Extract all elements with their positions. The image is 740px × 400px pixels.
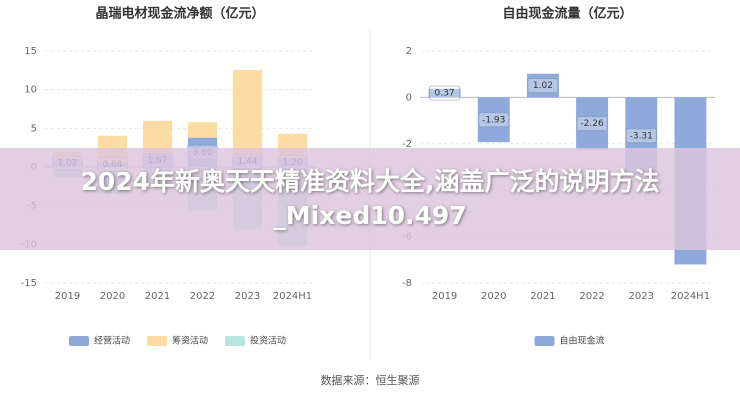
x-tick-label: 2022 (579, 291, 604, 302)
x-tick-label: 2020 (481, 291, 506, 302)
data-label: 0.37 (435, 89, 455, 99)
label-bg (429, 85, 461, 101)
chart-title: 晶瑞电材现金流净额（亿元） (95, 6, 264, 22)
data-label: -1.93 (482, 115, 505, 125)
y-tick-label: -8 (402, 278, 412, 289)
bar (526, 73, 559, 98)
x-tick-label: 2023 (235, 291, 260, 302)
bar (232, 70, 263, 156)
x-tick-label: 2024H1 (273, 291, 312, 302)
bar (428, 88, 461, 98)
label-bg (527, 78, 559, 94)
legend-label: 筹资活动 (172, 335, 208, 347)
y-tick-label: 5 (31, 123, 37, 134)
legend-swatch (225, 336, 245, 346)
legend-swatch (69, 336, 89, 346)
bar (576, 97, 609, 150)
y-tick-label: -2 (402, 139, 412, 150)
source: 数据来源：恒生聚源 (321, 373, 420, 387)
x-tick-label: 2019 (432, 291, 457, 302)
label-bg (576, 116, 608, 132)
y-tick-label: -15 (21, 278, 37, 289)
x-tick-label: 2019 (55, 291, 80, 302)
x-tick-label: 2023 (629, 291, 654, 302)
bar (187, 122, 218, 138)
y-tick-label: 2 (406, 46, 412, 57)
y-tick-label: 0 (406, 92, 412, 103)
legend-swatch (147, 336, 167, 346)
legend-label: 投资活动 (250, 335, 286, 347)
bar (477, 97, 510, 143)
legend-swatch (534, 336, 555, 346)
x-tick-label: 2021 (530, 291, 555, 302)
x-tick-label: 2021 (145, 291, 170, 302)
legend-label: 自由现金流 (560, 335, 605, 347)
banner: 2024年新奥天天精准资料大全,涵盖广泛的说明方法_Mixed10.497 (0, 148, 740, 250)
label-bg (625, 128, 657, 144)
data-label: -2.26 (580, 119, 604, 129)
data-label: -3.31 (630, 131, 653, 141)
y-tick-label: 10 (24, 85, 37, 96)
label-bg (478, 112, 510, 128)
chart-title: 自由现金流量（亿元） (502, 6, 632, 22)
x-tick-label: 2022 (190, 291, 215, 302)
x-tick-label: 2024H1 (671, 291, 710, 302)
y-tick-label: 15 (24, 46, 37, 57)
x-tick-label: 2020 (100, 291, 125, 302)
data-label: 1.02 (533, 81, 553, 91)
legend-label: 经营活动 (94, 335, 130, 347)
